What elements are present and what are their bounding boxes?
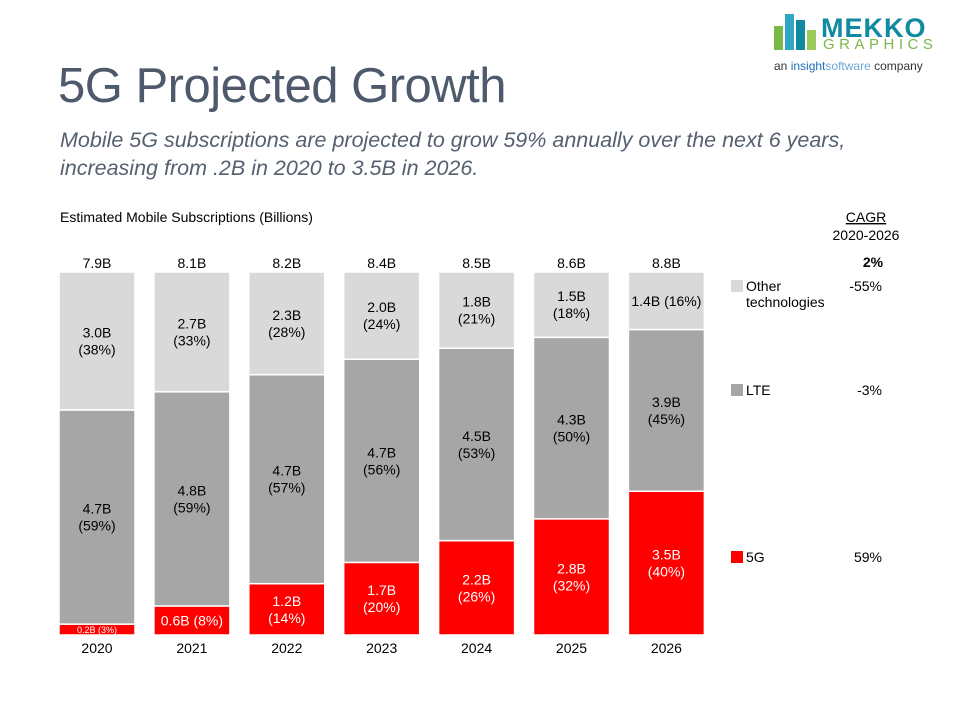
data-label-other-2025: 1.5B (18%) [553, 288, 590, 321]
bar-group-2023: 1.7B (20%) 4.7B (56%) 2.0B (24%) 8.4B 2023 [342, 255, 421, 656]
data-label-other-2023: 2.0B (24%) [363, 299, 400, 332]
bar-segment-other-2024 [437, 271, 516, 349]
total-label-2020: 7.9B [83, 255, 112, 271]
x-tick-label-2025: 2025 [556, 640, 587, 656]
bar-segment-other-2026 [627, 271, 706, 331]
mekko-graphics-logo: MEKKO GRAPHICS an insightsoftware compan… [770, 12, 948, 78]
data-label-other-2022: 2.3B (28%) [268, 307, 305, 340]
x-tick-label-2021: 2021 [176, 640, 207, 656]
data-label-fiveg-2026: 3.5B (40%) [648, 547, 685, 580]
data-label-other-2026: 1.4B (16%) [631, 293, 701, 309]
legend-label-other: Other [746, 278, 781, 294]
cagr-header-period: 2020-2026 [833, 227, 900, 243]
x-tick-label-2024: 2024 [461, 640, 492, 656]
data-label-lte-2021: 4.8B (59%) [173, 482, 210, 515]
x-tick-label-2022: 2022 [271, 640, 302, 656]
data-label-fiveg-2023: 1.7B (20%) [363, 582, 400, 615]
bar-segment-other-2021 [153, 271, 231, 393]
legend-swatch-lte [731, 384, 743, 396]
x-tick-label-2023: 2023 [366, 640, 397, 656]
data-label-fiveg-2022: 1.2B (14%) [268, 593, 305, 626]
data-label-other-2024: 1.8B (21%) [458, 294, 495, 327]
total-label-2025: 8.6B [557, 255, 586, 271]
bar-segment-lte-2026 [627, 328, 706, 492]
logo-tagline: an insightsoftware company [774, 59, 923, 73]
total-label-2022: 8.2B [272, 255, 301, 271]
bar-segment-lte-2022 [248, 373, 326, 585]
bar-segment-lte-2021 [153, 391, 231, 607]
x-tick-label-2026: 2026 [651, 640, 682, 656]
x-tick-label-2020: 2020 [81, 640, 112, 656]
data-label-lte-2025: 4.3B (50%) [553, 412, 590, 445]
bar-segment-other-2022 [248, 271, 326, 376]
data-label-lte-2022: 4.7B (57%) [268, 463, 305, 496]
data-label-fiveg-2025: 2.8B (32%) [553, 560, 590, 593]
bar-segment-fiveg-2026 [627, 490, 706, 636]
bar-segment-other-2020 [58, 271, 136, 411]
legend-label-fiveg: 5G [746, 549, 765, 565]
data-label-lte-2024: 4.5B (53%) [458, 428, 495, 461]
data-label-lte-2026: 3.9B (45%) [648, 394, 685, 427]
logo-subword: GRAPHICS [823, 36, 938, 53]
bar-segment-lte-2020 [58, 409, 136, 625]
bar-segment-fiveg-2021 [153, 605, 231, 636]
cagr-value-other: -55% [849, 278, 882, 294]
data-label-other-2020: 3.0B (38%) [78, 325, 115, 358]
legend-swatch-fiveg [731, 551, 743, 563]
bar-group-2024: 2.2B (26%) 4.5B (53%) 1.8B (21%) 8.5B 2024 [437, 255, 516, 656]
bar-segment-lte-2023 [342, 358, 421, 564]
total-label-2023: 8.4B [367, 255, 396, 271]
legend-label-lte: LTE [746, 382, 771, 398]
logo-bars-icon [774, 14, 816, 50]
data-label-fiveg-2024: 2.2B (26%) [458, 571, 495, 604]
page-title: 5G Projected Growth [58, 59, 507, 113]
cagr-total: 2% [863, 254, 884, 270]
bar-segment-fiveg-2025 [532, 518, 611, 636]
bar-segment-fiveg-2023 [342, 561, 421, 636]
legend-item-fiveg: 5G 59% [731, 549, 882, 565]
bar-group-2020: 0.2B (3%) 4.7B (59%) 3.0B (38%) 7.9B 2020 [58, 255, 136, 656]
logo-wordmark: MEKKO [821, 13, 927, 43]
data-label-other-2021: 2.7B (33%) [173, 315, 210, 348]
bar-group-2026: 3.5B (40%) 3.9B (45%) 1.4B (16%) 8.8B 2026 [627, 255, 706, 656]
data-label-lte-2020: 4.7B (59%) [78, 501, 115, 534]
cagr-value-fiveg: 59% [854, 549, 882, 565]
bar-segment-other-2025 [532, 271, 611, 339]
data-label-lte-2023: 4.7B (56%) [363, 444, 400, 477]
cagr-header: CAGR [846, 209, 886, 225]
data-label-fiveg-2021: 0.6B (8%) [161, 613, 223, 629]
chart-title: Estimated Mobile Subscriptions (Billions… [60, 209, 313, 225]
cagr-value-lte: -3% [857, 382, 882, 398]
legend-item-lte: LTE -3% [731, 382, 882, 398]
bar-group-2025: 2.8B (32%) 4.3B (50%) 1.5B (18%) 8.6B 2025 [532, 255, 611, 656]
bar-group-2021: 0.6B (8%) 4.8B (59%) 2.7B (33%) 8.1B 2021 [153, 255, 231, 656]
total-label-2024: 8.5B [462, 255, 491, 271]
bar-segment-fiveg-2024 [437, 539, 516, 636]
total-label-2021: 8.1B [177, 255, 206, 271]
data-label-fiveg-2020: 0.2B (3%) [77, 625, 117, 635]
legend-label-other-line2: technologies [746, 294, 825, 310]
bar-segment-fiveg-2022 [248, 582, 326, 636]
page-subtitle: Mobile 5G subscriptions are projected to… [60, 128, 846, 180]
bar-segment-lte-2025 [532, 336, 611, 520]
bar-group-2022: 1.2B (14%) 4.7B (57%) 2.3B (28%) 8.2B 2022 [248, 255, 326, 656]
bar-segment-lte-2024 [437, 347, 516, 542]
bar-segment-other-2023 [342, 271, 421, 360]
total-label-2026: 8.8B [652, 255, 681, 271]
legend-swatch-other [731, 280, 743, 292]
